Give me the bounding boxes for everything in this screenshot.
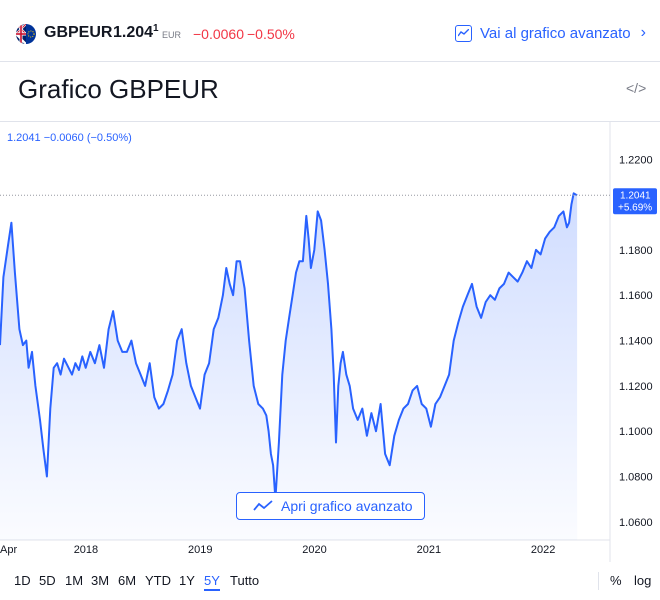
y-tick-label: 1.2200 xyxy=(619,154,653,166)
gb-eu-flag-icon xyxy=(16,24,36,44)
x-tick-label: 2021 xyxy=(417,544,441,556)
open-advanced-chart-button[interactable]: Apri grafico avanzato xyxy=(236,492,425,520)
x-axis: Apr 2018 2019 2020 2021 2022 xyxy=(0,544,555,556)
advanced-chart-label: Vai al grafico avanzato xyxy=(480,24,631,42)
range-1m[interactable]: 1M xyxy=(65,573,84,588)
range-6m[interactable]: 6M xyxy=(118,573,137,588)
x-tick-label: 2022 xyxy=(531,544,555,556)
percent-toggle[interactable]: % xyxy=(610,573,622,588)
advanced-chart-link[interactable]: Vai al grafico avanzato › xyxy=(455,23,646,43)
currency-label: EUR xyxy=(162,30,182,40)
range-1y[interactable]: 1Y xyxy=(179,573,195,588)
range-3m[interactable]: 3M xyxy=(91,573,110,588)
y-tick-label: 1.0800 xyxy=(619,472,653,484)
line-chart-icon xyxy=(455,24,472,42)
range-toolbar: 1D 5D 1M 3M 6M YTD 1Y 5Y Tutto % log xyxy=(0,564,660,600)
price-change: −0.0060 xyxy=(193,26,244,42)
range-1d[interactable]: 1D xyxy=(14,573,31,588)
range-ytd[interactable]: YTD xyxy=(145,573,171,588)
open-advanced-chart-label: Apri grafico avanzato xyxy=(281,498,413,514)
code-icon[interactable]: </> xyxy=(626,80,647,96)
y-axis: 1.2200 1.1800 1.1600 1.1400 1.1200 1.1000 1.08… xyxy=(619,154,653,529)
symbol-name: GBPEUR xyxy=(44,24,113,41)
last-price-label: 1.2041 xyxy=(620,190,651,201)
y-tick-label: 1.1600 xyxy=(619,290,653,302)
y-tick-label: 1.0600 xyxy=(619,517,653,529)
symbol-header: GBPEUR 1.2041 EUR −0.0060 −0.50% Vai al … xyxy=(0,0,660,62)
range-5d[interactable]: 5D xyxy=(39,573,56,588)
last-price: 1.2041 xyxy=(113,23,159,41)
series-area xyxy=(0,193,578,541)
chevron-right-icon: › xyxy=(640,24,646,41)
x-tick-label: 2018 xyxy=(74,544,98,556)
x-tick-label: Apr xyxy=(0,544,17,556)
toolbar-divider xyxy=(598,572,599,590)
range-5y[interactable]: 5Y xyxy=(204,573,220,591)
chart-title-row: Grafico GBPEUR </> xyxy=(0,62,660,122)
page-title: Grafico GBPEUR xyxy=(18,74,219,104)
log-toggle[interactable]: log xyxy=(634,573,652,588)
y-tick-label: 1.1400 xyxy=(619,336,653,348)
range-all[interactable]: Tutto xyxy=(230,573,260,588)
chart-legend: 1.2041 −0.0060 (−0.50%) xyxy=(7,132,132,144)
last-price-badge: 1.2041 +5.69% xyxy=(613,188,657,215)
line-chart-icon xyxy=(253,500,273,511)
series-line xyxy=(0,192,578,501)
last-change-label: +5.69% xyxy=(618,202,652,213)
y-tick-label: 1.1800 xyxy=(619,245,653,257)
price-chart[interactable]: 1.2200 1.1800 1.1600 1.1400 1.1200 1.1000 1.08… xyxy=(0,122,660,562)
price-change-percent: −0.50% xyxy=(247,26,295,42)
x-tick-label: 2020 xyxy=(302,544,326,556)
y-tick-label: 1.1200 xyxy=(619,381,653,393)
x-tick-label: 2019 xyxy=(188,544,212,556)
y-tick-label: 1.1000 xyxy=(619,426,653,438)
